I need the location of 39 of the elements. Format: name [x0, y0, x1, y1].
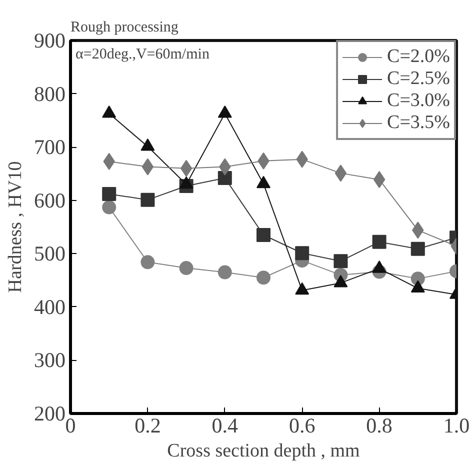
legend-label: C=2.5% — [387, 68, 450, 90]
legend-label: C=3.0% — [387, 90, 450, 112]
legend-label: C=2.0% — [387, 46, 450, 68]
x-tick-label: 0.4 — [212, 414, 239, 438]
y-tick-label: 300 — [34, 348, 66, 372]
x-tick-label: 1.0 — [443, 414, 470, 438]
point — [140, 255, 155, 270]
y-axis-title: Hardness , HV10 — [5, 161, 26, 293]
point — [218, 170, 232, 185]
y-tick-label: 900 — [34, 28, 66, 52]
y-tick-label: 500 — [34, 242, 66, 266]
point — [142, 158, 154, 176]
point — [295, 246, 310, 260]
point — [373, 171, 386, 188]
point — [372, 234, 386, 249]
legend-label: C=3.5% — [387, 112, 450, 134]
point — [256, 270, 270, 285]
x-tick-label: 0 — [65, 414, 76, 438]
point — [334, 164, 347, 182]
annotation: α=20deg.,V=60m/min — [76, 46, 210, 62]
y-tick-label: 200 — [34, 402, 66, 426]
x-tick-label: 0.6 — [288, 414, 316, 438]
x-tick-label: 0.2 — [134, 414, 161, 438]
y-tick-label: 400 — [34, 294, 66, 319]
point — [410, 242, 425, 256]
point — [180, 160, 192, 177]
x-axis-title: Cross section depth , mm — [167, 440, 360, 462]
point — [102, 186, 116, 201]
point — [256, 228, 270, 242]
x-tick-label: 0.8 — [366, 414, 392, 438]
point — [179, 261, 194, 276]
y-tick-label: 700 — [34, 135, 66, 160]
point — [218, 265, 232, 280]
point — [334, 254, 348, 268]
point — [102, 200, 116, 214]
y-tick-label: 600 — [34, 188, 66, 212]
chart-title: Rough processing — [70, 20, 179, 36]
point — [140, 192, 155, 207]
y-tick-label: 800 — [34, 82, 66, 106]
